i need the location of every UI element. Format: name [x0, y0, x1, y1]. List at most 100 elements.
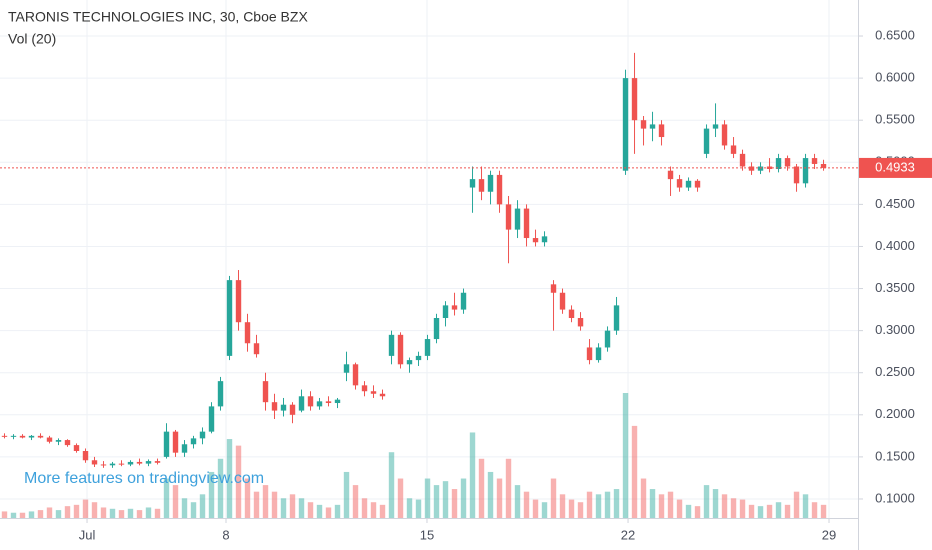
candle-body: [28, 435, 35, 438]
x-tick-label: 29: [822, 527, 836, 542]
candle-body: [163, 431, 170, 457]
volume-bar: [289, 494, 296, 518]
candle-body: [811, 158, 818, 164]
candle-body: [622, 78, 629, 171]
candle-body: [433, 318, 440, 340]
volume-bar: [100, 507, 107, 518]
volume-bar: [622, 393, 629, 518]
volume-bar: [280, 498, 287, 518]
candle-body: [577, 318, 584, 327]
candle-body: [46, 437, 53, 442]
volume-bar: [793, 491, 800, 518]
candle-body: [118, 463, 125, 465]
candle-body: [253, 343, 260, 355]
volume-bar: [559, 494, 566, 518]
volume-bar: [379, 504, 386, 518]
candle-body: [487, 174, 494, 192]
candle-body: [748, 166, 755, 171]
volume-bar: [154, 508, 161, 518]
volume-bar: [109, 508, 116, 518]
y-tick-label: 0.1000: [875, 490, 915, 505]
candle-body: [280, 404, 287, 411]
candle-body: [208, 406, 215, 432]
candle-body: [820, 163, 827, 168]
candle-body: [442, 305, 449, 319]
candle-body: [712, 124, 719, 129]
volume-bar: [244, 478, 251, 518]
candle-body: [37, 435, 44, 438]
y-tick-label: 0.4500: [875, 196, 915, 211]
volume-bar: [802, 494, 809, 518]
candle-body: [190, 438, 197, 445]
y-tick-label: 0.3000: [875, 322, 915, 337]
volume-bar: [397, 478, 404, 518]
volume-bar: [613, 489, 620, 518]
candle-body: [541, 236, 548, 243]
candle-body: [1, 435, 8, 437]
volume-bar: [703, 485, 710, 518]
candle-body: [73, 445, 80, 451]
volume-bar: [46, 507, 53, 518]
candle-body: [352, 364, 359, 386]
candle-body: [82, 450, 89, 461]
candle-body: [775, 158, 782, 170]
y-tick-label: 0.2500: [875, 364, 915, 379]
volume-bar: [739, 499, 746, 518]
volume-bar: [118, 510, 125, 518]
candle-body: [703, 128, 710, 154]
volume-bar: [685, 504, 692, 518]
volume-bar: [460, 478, 467, 518]
volume-bar: [406, 498, 413, 518]
candle-body: [469, 179, 476, 188]
volume-bar: [190, 502, 197, 518]
candle-body: [262, 381, 269, 403]
candle-body: [631, 78, 638, 121]
last-price-box: [859, 157, 932, 178]
volume-bar: [298, 498, 305, 518]
volume-bar: [388, 452, 395, 518]
candle-body: [415, 355, 422, 361]
y-tick-label: 0.6000: [875, 70, 915, 85]
volume-bar: [532, 499, 539, 518]
candle-body: [802, 158, 809, 184]
candle-body: [514, 208, 521, 230]
volume-bar: [604, 491, 611, 518]
candle-body: [64, 440, 71, 446]
volume-bar: [1, 511, 8, 518]
y-tick-label: 0.2000: [875, 406, 915, 421]
volume-bar: [325, 507, 332, 518]
volume-bar: [262, 485, 269, 518]
volume-bar: [658, 494, 665, 518]
candle-body: [109, 463, 116, 466]
volume-bar: [307, 502, 314, 518]
candle-body: [217, 381, 224, 407]
volume-bar: [586, 491, 593, 518]
candle-body: [604, 330, 611, 348]
volume-bar: [172, 485, 179, 518]
watermark: More features on tradingview.com: [24, 470, 264, 487]
candle-body: [136, 461, 143, 464]
candle-body: [640, 120, 647, 129]
volume-bar: [640, 478, 647, 518]
y-tick-label: 0.6500: [875, 27, 915, 42]
y-tick-label: 0.4000: [875, 238, 915, 253]
volume-bar: [91, 502, 98, 518]
volume-bar: [523, 491, 530, 518]
volume-bar: [136, 510, 143, 518]
volume-bar: [415, 499, 422, 518]
volume-bar: [694, 506, 701, 518]
volume-bar: [19, 512, 26, 518]
candle-body: [325, 401, 332, 404]
candle-body: [685, 180, 692, 188]
chart-title: TARONIS TECHNOLOGIES INC, 30, Cboe BZX: [8, 9, 308, 25]
volume-bar: [730, 498, 737, 518]
volume-bar: [775, 502, 782, 518]
candle-body: [154, 461, 161, 463]
volume-bar: [235, 445, 242, 518]
volume-bar: [748, 504, 755, 518]
volume-bar: [550, 478, 557, 518]
volume-label: Vol (20): [8, 31, 56, 47]
volume-bar: [442, 481, 449, 518]
volume-bar: [631, 425, 638, 518]
